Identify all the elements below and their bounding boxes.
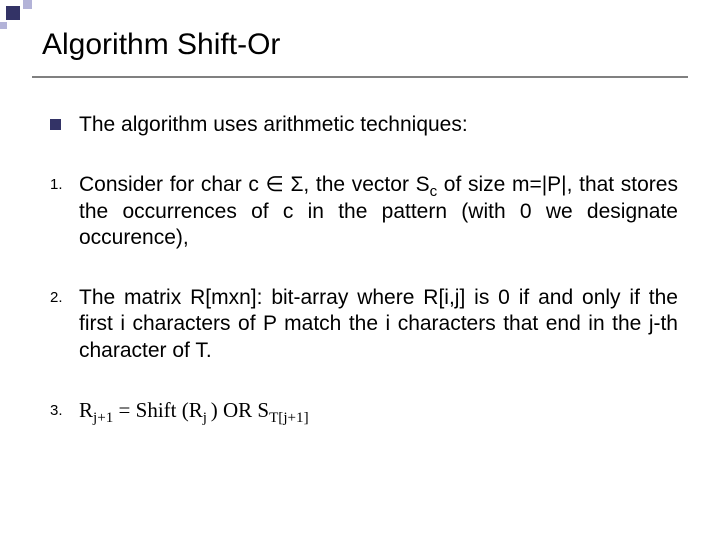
item-number: 1. — [50, 176, 79, 193]
numbered-item-3: 3. Rj+1 = Shift (Rj ) OR ST[j+1] — [50, 398, 678, 423]
square-bullet-icon — [50, 119, 61, 130]
text-fragment: ) OR S — [211, 398, 269, 422]
text-fragment: = Shift (R — [113, 398, 202, 422]
bullet-item: The algorithm uses arithmetic techniques… — [50, 112, 678, 138]
item-2-text: The matrix R[mxn]: bit-array where R[i,j… — [79, 285, 678, 364]
text-fragment: R — [79, 398, 93, 422]
item-number: 2. — [50, 289, 79, 306]
subscript: j+1 — [93, 410, 113, 426]
subscript: T[j+1] — [269, 410, 309, 426]
text-fragment: Consider for char c — [79, 173, 266, 196]
item-1-text: Consider for char c ∈ Σ, the vector Sc o… — [79, 172, 678, 251]
title-underline — [32, 76, 688, 78]
content-area: The algorithm uses arithmetic techniques… — [50, 112, 678, 457]
slide-title: Algorithm Shift-Or — [32, 28, 688, 72]
numbered-item-2: 2. The matrix R[mxn]: bit-array where R[… — [50, 285, 678, 364]
subscript: j — [203, 410, 211, 426]
text-fragment: Σ, the vector S — [284, 173, 430, 196]
intro-text: The algorithm uses arithmetic techniques… — [79, 112, 468, 138]
corner-decoration — [0, 0, 60, 30]
equation-text: Rj+1 = Shift (Rj ) OR ST[j+1] — [79, 398, 309, 423]
numbered-item-1: 1. Consider for char c ∈ Σ, the vector S… — [50, 172, 678, 251]
item-number: 3. — [50, 402, 79, 419]
element-of-symbol: ∈ — [266, 173, 284, 196]
